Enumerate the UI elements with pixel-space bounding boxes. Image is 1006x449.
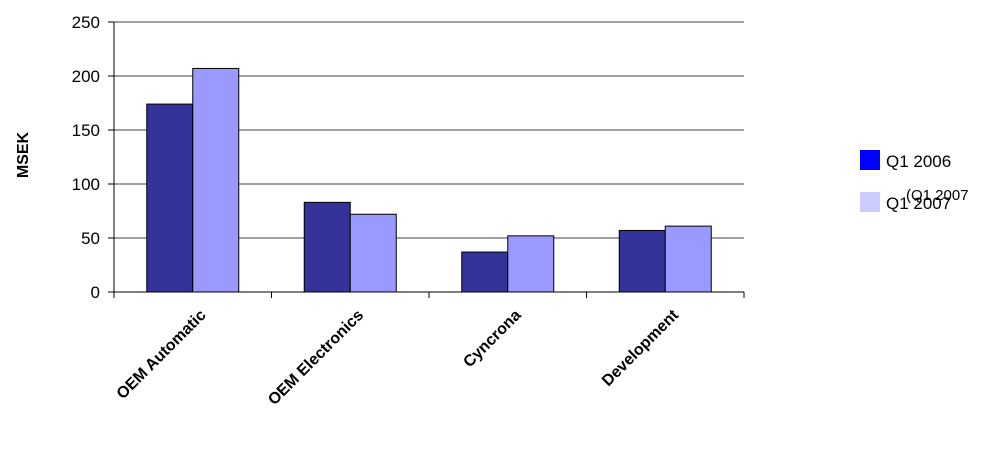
bar-q1-2006-oem-electronics [303,201,351,293]
bar-q1-2007-cyncrona [507,235,555,293]
bar-q1-2006-cyncrona [461,251,509,293]
legend-swatch [860,150,880,170]
bars [146,67,712,293]
y-tick-label: 0 [91,283,100,302]
x-category-label: OEM Electronics [265,307,367,409]
y-tick-label: 250 [72,13,100,32]
y-tick-label: 100 [72,175,100,194]
x-category-labels: OEM Automatic OEM Electronics Cyncrona Deve… [114,306,683,408]
y-tick-label: 50 [81,229,100,248]
y-tick-labels: 0 50 100 150 200 250 [72,13,100,302]
axes [108,21,745,298]
bar-q1-2007-oem-electronics [349,213,397,293]
legend-swatch [860,192,880,212]
legend-label: Q1 2007 [886,194,951,213]
y-tick-label: 200 [72,67,100,86]
x-category-label: Development [599,306,683,390]
bar-q1-2007-development [664,225,712,293]
legend-ghost-label: (Q1 2007 [906,187,969,204]
legend: Q1 2006 Q1 2007(Q1 2007 [860,150,969,213]
bar-q1-2006-oem-automatic [146,103,194,293]
y-tick-label: 150 [72,121,100,140]
legend-label: Q1 2006 [886,152,951,171]
y-axis-title: MSEK [15,131,32,178]
x-category-label: Cyncrona [460,307,524,371]
bar-q1-2007-oem-automatic [192,67,240,293]
bar-q1-2006-development [618,229,666,293]
x-category-label: OEM Automatic [114,307,210,403]
